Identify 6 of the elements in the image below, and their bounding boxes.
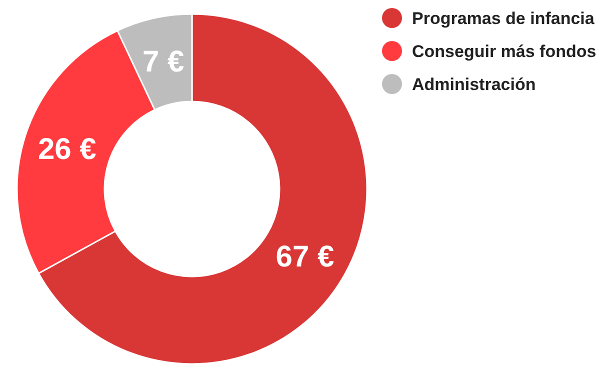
data-label: 67 €: [276, 240, 334, 274]
legend-label: Administración: [412, 74, 536, 94]
data-label: 7 €: [142, 45, 185, 78]
data-label: 26 €: [38, 132, 97, 166]
legend-label: Programas de infancia: [412, 8, 595, 28]
legend-label: Conseguir más fondos: [412, 42, 596, 61]
